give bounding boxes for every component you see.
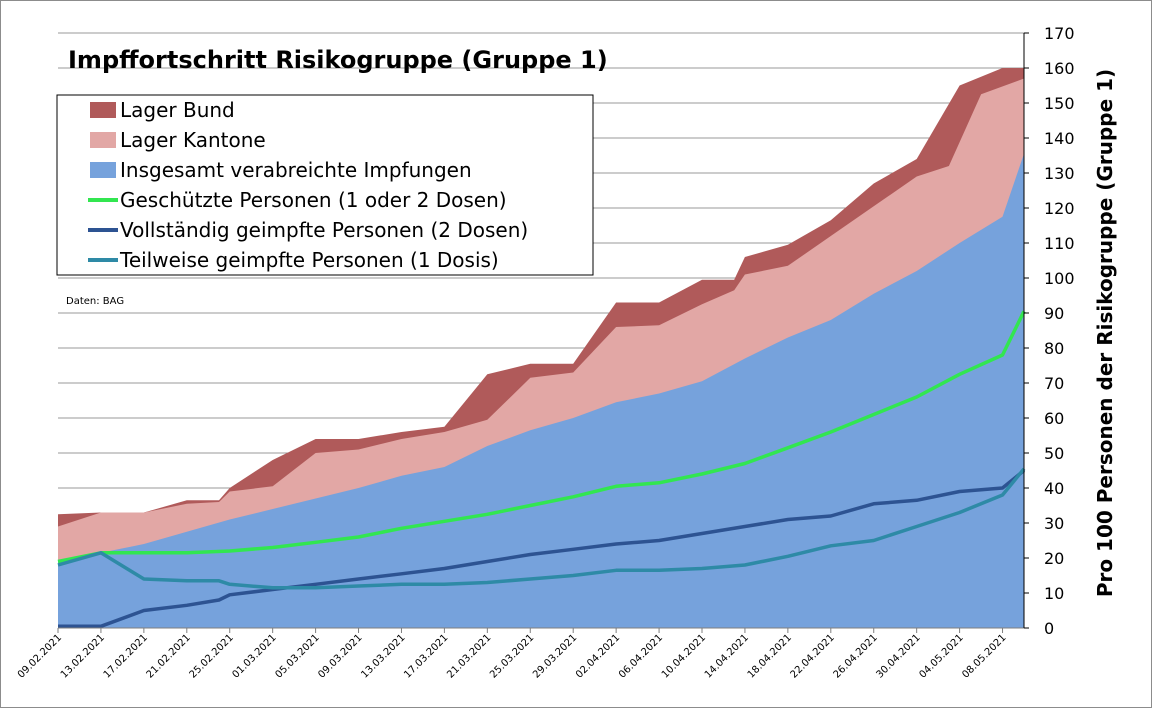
legend-label-lager-bund: Lager Bund [120,98,235,122]
y-tick-label: 40 [1044,479,1064,498]
legend-label-geschützte-personen-1-oder-2-dosen: Geschützte Personen (1 oder 2 Dosen) [120,188,507,212]
y-tick-label: 60 [1044,409,1064,428]
y-tick-label: 0 [1044,619,1054,638]
legend-swatch-insgesamt-verabreichte-impfungen [90,162,116,178]
x-tick-label: 09.03.2021 [316,632,364,680]
y-tick-label: 70 [1044,374,1064,393]
y-tick-label: 160 [1044,59,1075,78]
legend: Lager Bund Lager Kantone Insgesamt verabre… [56,94,594,276]
source-note: Daten: BAG [66,296,124,307]
x-tick-label: 29.03.2021 [531,632,579,680]
x-tick-label: 04.05.2021 [917,632,965,680]
x-tick-label: 18.04.2021 [746,632,794,680]
line-series [57,310,1026,629]
x-tick-label: 25.02.2021 [188,632,236,680]
x-tick-label: 14.04.2021 [703,632,751,680]
line-geschützte-personen-1-oder-2-dosen [57,310,1026,564]
legend-swatch-lager-kantone [90,132,116,148]
legend-label-vollständig-geimpfte-personen-2-dosen: Vollständig geimpfte Personen (2 Dosen) [120,218,528,242]
y-tick-label: 50 [1044,444,1064,463]
legend-label-insgesamt-verabreichte-impfungen: Insgesamt verabreichte Impfungen [120,158,472,182]
x-tick-label: 01.03.2021 [231,632,279,680]
y-tick-label: 80 [1044,339,1064,358]
legend-label-lager-kantone: Lager Kantone [120,128,266,152]
y-tick-label: 110 [1044,234,1075,253]
x-tick-label: 02.04.2021 [574,632,622,680]
x-axis: 09.02.202113.02.202117.02.202121.02.2021… [16,627,1024,681]
chart-title: Impffortschritt Risikogruppe (Gruppe 1) [68,46,608,74]
x-tick-label: 17.02.2021 [102,632,150,680]
x-tick-label: 13.02.2021 [59,632,107,680]
area-insgesamt-verabreichte-impfungen [58,153,1024,628]
y-tick-label: 140 [1044,129,1075,148]
line-vollständig-geimpfte-personen-2-dosen [58,469,1026,629]
x-tick-label: 30.04.2021 [875,632,923,680]
area-series [58,68,1024,628]
x-tick-label: 05.03.2021 [273,632,321,680]
x-tick-label: 13.03.2021 [359,632,407,680]
x-tick-label: 25.03.2021 [488,632,536,680]
x-tick-label: 06.04.2021 [617,632,665,680]
y-axis-label: Pro 100 Personen der Risikogruppe (Grupp… [1093,69,1117,597]
legend-swatch-lager-bund [90,102,116,118]
y-tick-label: 120 [1044,199,1075,218]
y-tick-label: 10 [1044,584,1064,603]
y-axis: 0 10 20 30 40 50 60 70 80 90 100 110 120 130 140 150 160… [1023,24,1075,638]
y-tick-label: 90 [1044,304,1064,323]
x-tick-label: 08.05.2021 [960,632,1008,680]
legend-box [56,94,594,276]
line-teilweise-geimpfte-personen-1-dosis [57,467,1026,590]
x-tick-label: 10.04.2021 [660,632,708,680]
x-tick-label: 26.04.2021 [832,632,880,680]
x-tick-label: 22.04.2021 [789,632,837,680]
y-tick-label: 100 [1044,269,1075,288]
x-tick-label: 21.02.2021 [145,632,193,680]
legend-label-teilweise-geimpfte-personen-1-dosis: Teilweise geimpfte Personen (1 Dosis) [119,248,499,272]
x-tick-label: 21.03.2021 [445,632,493,680]
y-tick-label: 150 [1044,94,1075,113]
y-tick-label: 170 [1044,24,1075,43]
x-tick-label: 09.02.2021 [16,632,64,680]
x-tick-label: 17.03.2021 [402,632,450,680]
y-tick-label: 130 [1044,164,1075,183]
y-tick-label: 20 [1044,549,1064,568]
y-tick-label: 30 [1044,514,1064,533]
